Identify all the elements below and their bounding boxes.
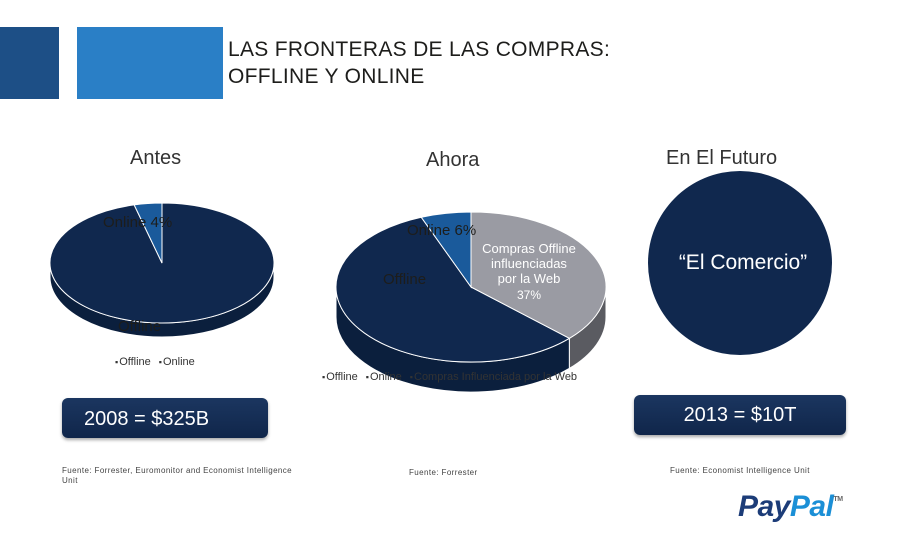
antes-heading: Antes [130, 147, 182, 169]
pie-ahora [335, 211, 607, 393]
slide-title: LAS FRONTERAS DE LAS COMPRAS: OFFLINE Y … [228, 36, 610, 90]
antes-legend-online: Online [159, 356, 195, 368]
ahora-legend-online: Online [366, 371, 402, 383]
antes-online-label: Online 4% [103, 214, 173, 231]
futuro-total-box: 2013 = $10T [634, 395, 846, 435]
ahora-compras-label-line-3: por la Web [497, 271, 561, 286]
ahora-compras-label-line-1: Compras Offline [482, 241, 576, 256]
pie-futuro [648, 171, 832, 355]
futuro-heading: En El Futuro [666, 147, 778, 169]
ahora-compras-label: Compras Offline influenciadas por la Web… [468, 241, 590, 303]
decorative-bar-light [77, 27, 223, 99]
ahora-source: Fuente: Forrester [409, 468, 478, 477]
ahora-compras-percent: 37% [516, 288, 542, 302]
antes-slice-online [133, 202, 163, 264]
ahora-compras-label-line-2: influenciadas [491, 256, 567, 271]
ahora-slice-compras [470, 211, 607, 339]
ahora-heading: Ahora [426, 149, 480, 171]
paypal-logo-tm: TM [833, 496, 843, 503]
paypal-logo-pay: Pay [738, 490, 790, 523]
pie-antes [49, 202, 275, 338]
antes-offline-label: Offline [118, 318, 162, 335]
ahora-slice-offline [335, 216, 571, 363]
ahora-offline-label: Offline [383, 271, 427, 288]
decorative-bar-dark [0, 27, 59, 99]
antes-legend: Offline Online [115, 356, 195, 368]
paypal-logo: PayPalTM [738, 490, 843, 524]
antes-source: Fuente: Forrester, Euromonitor and Econo… [62, 466, 293, 485]
ahora-online-label: Online 6% [407, 222, 477, 239]
slide-title-line-1: LAS FRONTERAS DE LAS COMPRAS: [228, 38, 611, 61]
futuro-slice-comercio [648, 171, 832, 355]
futuro-source: Fuente: Economist Intelligence Unit [670, 466, 810, 475]
antes-legend-offline: Offline [115, 356, 151, 368]
futuro-comercio-label: “El Comercio” [678, 251, 808, 274]
ahora-legend-offline: Offline [322, 371, 358, 383]
antes-total-value: 2008 = $325B [84, 408, 210, 430]
futuro-total-value: 2013 = $10T [683, 404, 797, 426]
paypal-logo-pal: Pal [789, 490, 834, 523]
antes-total-box: 2008 = $325B [62, 398, 268, 438]
ahora-legend-compras: Compras Influenciada por la Web [410, 371, 577, 383]
ahora-legend: Offline Online Compras Influenciada por … [322, 371, 577, 383]
slide-title-line-2: OFFLINE Y ONLINE [228, 65, 425, 88]
